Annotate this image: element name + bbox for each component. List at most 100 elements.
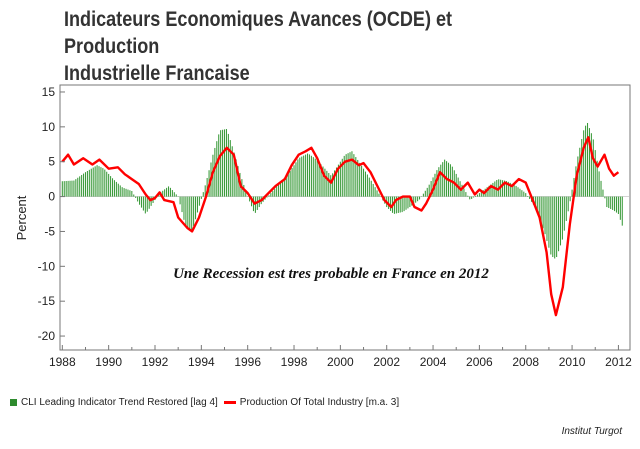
cli-bar (90, 168, 92, 197)
x-tick-label: 1988 (49, 355, 76, 369)
cli-bar (417, 196, 419, 202)
cli-bar (75, 179, 77, 197)
y-tick-label: -10 (38, 259, 56, 273)
cli-bar (588, 128, 590, 197)
cli-bar (376, 190, 378, 197)
cli-bar (108, 173, 110, 197)
cli-bar (198, 196, 200, 206)
cli-bar (166, 187, 168, 197)
cli-bar (390, 196, 392, 211)
cli-bar (191, 196, 193, 232)
cli-bar (88, 169, 90, 197)
cli-bar (438, 167, 440, 197)
cli-bar (608, 196, 610, 209)
cli-bar (583, 130, 585, 197)
cli-bar (409, 196, 411, 208)
y-tick-label: -5 (44, 224, 55, 238)
cli-bar (592, 139, 594, 197)
y-tick-label: -20 (38, 329, 56, 343)
cli-bar (214, 147, 216, 197)
cli-bar (206, 177, 208, 197)
chart-title-line1: Indicateurs Economiques Avances (OCDE) e… (64, 8, 453, 58)
cli-bar (502, 180, 504, 197)
cli-bar (544, 196, 546, 235)
cli-bar (318, 162, 320, 197)
x-tick-label: 2012 (605, 355, 632, 369)
cli-bar (488, 185, 490, 197)
cli-bar (337, 164, 339, 197)
cli-bar (559, 196, 562, 246)
x-tick-label: 1994 (188, 355, 215, 369)
cli-bar (606, 196, 608, 208)
cli-bar (295, 162, 297, 197)
cli-bar (222, 129, 224, 197)
cli-bar (189, 196, 191, 230)
cli-bar (164, 189, 166, 197)
cli-bar (567, 196, 569, 212)
cli-bar (442, 162, 444, 197)
cli-bar (536, 196, 538, 214)
cli-bar (345, 154, 347, 197)
x-tick-label: 2006 (466, 355, 493, 369)
cli-bar (513, 184, 515, 197)
cli-bar (561, 196, 563, 240)
cli-bar (251, 196, 253, 207)
cli-bar (96, 165, 98, 197)
cli-bar (341, 158, 343, 197)
cli-bar (283, 177, 285, 197)
cli-bar (428, 184, 430, 197)
cli-bar (393, 196, 395, 214)
cli-bar (98, 166, 100, 197)
cli-bar (540, 196, 542, 224)
x-tick-label: 2000 (327, 355, 354, 369)
cli-bar (361, 165, 363, 197)
cli-bar (281, 180, 283, 197)
cli-bar (131, 191, 133, 197)
cli-bar (142, 196, 144, 211)
cli-bar (419, 196, 421, 200)
cli-bar (223, 129, 226, 197)
cli-bar (187, 196, 189, 228)
x-tick-label: 1990 (95, 355, 122, 369)
y-tick-label: 0 (48, 190, 55, 204)
y-tick-label: 15 (42, 85, 56, 99)
y-tick-label: -15 (38, 294, 56, 308)
cli-bar (415, 196, 417, 203)
cli-bar (474, 195, 477, 197)
cli-bar (335, 167, 338, 197)
x-tick-label: 2008 (512, 355, 539, 369)
cli-bar (225, 129, 227, 197)
cli-bar (370, 180, 372, 197)
cli-bar (465, 192, 467, 197)
cli-bar (405, 196, 407, 210)
chart-title-line2: Industrielle Francaise (64, 62, 250, 85)
cli-bar (266, 196, 268, 198)
cli-bar (556, 196, 558, 258)
cli-bar (81, 174, 83, 197)
cli-bar (546, 196, 548, 241)
legend-line-swatch (223, 400, 236, 404)
cli-bar (322, 166, 324, 197)
cli-bar (413, 196, 415, 205)
cli-bar (403, 196, 405, 212)
cli-bar (113, 180, 115, 197)
cli-bar (289, 171, 291, 197)
cli-bar (585, 125, 587, 197)
cli-bar (330, 175, 332, 197)
cli-bar (463, 188, 465, 197)
x-tick-label: 2004 (420, 355, 447, 369)
cli-bar (73, 180, 75, 197)
cli-bar (314, 158, 316, 197)
legend-line-label: Production Of Total Industry [m.a. 3] (239, 396, 400, 408)
cli-bar (469, 196, 471, 200)
cli-bar (397, 196, 399, 213)
cli-bar (598, 171, 600, 197)
cli-bar (254, 196, 256, 213)
cli-bar (538, 196, 540, 219)
cli-bar (600, 180, 602, 197)
cli-bar (121, 187, 123, 197)
cli-bar (422, 193, 424, 197)
production-line (61, 136, 620, 317)
cli-bar (110, 176, 112, 197)
cli-bar (355, 157, 357, 197)
